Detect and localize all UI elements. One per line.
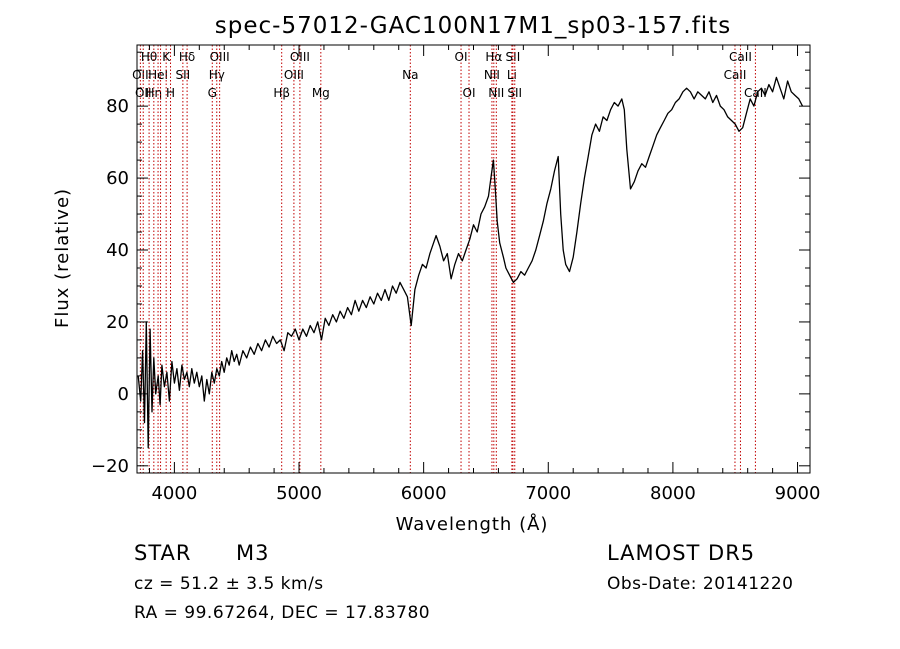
object-subclass: M3 bbox=[236, 541, 270, 565]
line-marker-label: Hη bbox=[146, 86, 163, 100]
object-class: STAR bbox=[134, 541, 192, 565]
line-marker-label: Li bbox=[507, 68, 517, 82]
line-marker-label: CaII bbox=[729, 50, 752, 64]
line-marker-label: OIII bbox=[284, 68, 304, 82]
line-marker-label: SII bbox=[506, 50, 521, 64]
y-tick-label: 80 bbox=[106, 96, 129, 117]
line-marker-label: Hγ bbox=[209, 68, 225, 82]
line-marker-label: K bbox=[162, 50, 171, 64]
line-marker-label: OII bbox=[132, 68, 149, 82]
y-tick-label: 60 bbox=[106, 168, 129, 189]
line-marker-label: Hα bbox=[485, 50, 502, 64]
redshift-text: cz = 51.2 ± 3.5 km/s bbox=[134, 574, 324, 594]
x-axis-label: Wavelength (Å) bbox=[396, 513, 549, 535]
line-marker-label: G bbox=[208, 86, 217, 100]
x-tick-label: 6000 bbox=[401, 483, 447, 504]
line-marker-label: Hδ bbox=[179, 50, 195, 64]
obs-date: Obs-Date: 20141220 bbox=[607, 574, 794, 594]
line-marker-label: OII bbox=[135, 86, 152, 100]
y-axis-label: Flux (relative) bbox=[52, 188, 73, 328]
line-marker-label: CaII bbox=[744, 86, 767, 100]
y-tick-label: −20 bbox=[91, 456, 129, 477]
line-marker-label: NII bbox=[484, 68, 500, 82]
plot-frame bbox=[136, 44, 811, 474]
line-marker-label: SII bbox=[507, 86, 522, 100]
line-marker-label: OIII bbox=[290, 50, 310, 64]
line-marker-label: Hβ bbox=[273, 86, 290, 100]
line-marker-label: SII bbox=[176, 68, 191, 82]
x-tick-label: 5000 bbox=[276, 483, 322, 504]
y-tick-label: 40 bbox=[106, 240, 129, 261]
y-tick-label: 20 bbox=[106, 312, 129, 333]
series-group bbox=[137, 76, 804, 449]
line-marker-label: Na bbox=[402, 68, 418, 82]
chart-title: spec-57012-GAC100N17M1_sp03-157.fits bbox=[215, 13, 731, 39]
spectrum-line-0 bbox=[137, 76, 804, 449]
y-tick-label: 0 bbox=[118, 384, 129, 405]
x-tick-label: 7000 bbox=[525, 483, 571, 504]
line-marker-label: OI bbox=[455, 50, 468, 64]
line-marker-label: CaII bbox=[724, 68, 747, 82]
line-marker-label: HeI bbox=[148, 68, 168, 82]
x-tick-label: 8000 bbox=[650, 483, 696, 504]
x-tick-label: 9000 bbox=[775, 483, 821, 504]
line-marker-label: Mg bbox=[312, 86, 330, 100]
axes: 4000 5000 6000 7000 8000 9000 −20 0 20 40 60 80 bbox=[91, 44, 821, 504]
x-tick-label: 4000 bbox=[151, 483, 197, 504]
line-marker-label: OI bbox=[463, 86, 476, 100]
line-marker-label: OIII bbox=[210, 50, 230, 64]
line-marker-label: H bbox=[166, 86, 175, 100]
coordinates-text: RA = 99.67264, DEC = 17.83780 bbox=[134, 603, 431, 623]
survey-name: LAMOST DR5 bbox=[607, 541, 756, 565]
line-marker-label: Hθ bbox=[141, 50, 157, 64]
line-marker-label: NII bbox=[488, 86, 504, 100]
line-markers: OIIOIIHθHηHeIKHSIIHδGHγOIIIHβOIIIOIIIMgN… bbox=[132, 45, 767, 473]
